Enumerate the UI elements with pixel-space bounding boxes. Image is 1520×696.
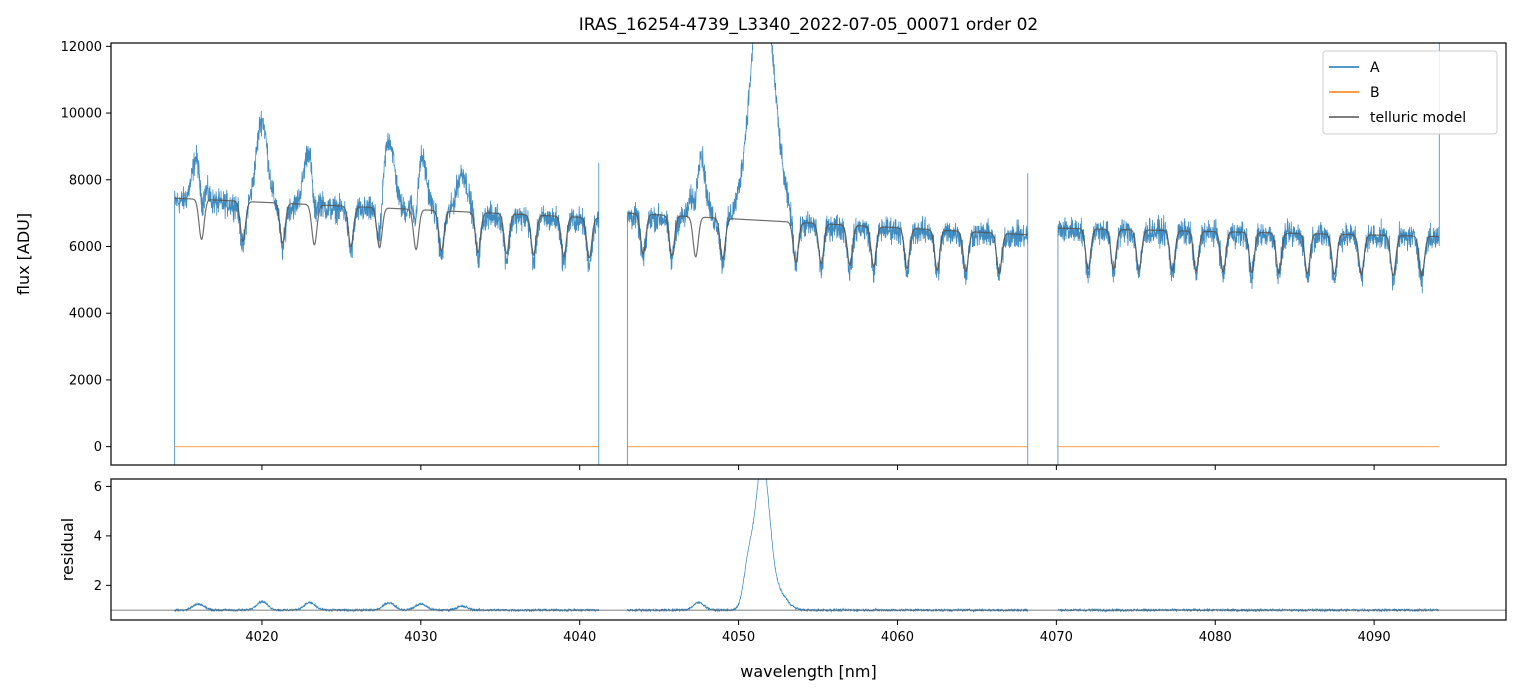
residual-y-ticks: 2 4 6 — [94, 480, 111, 594]
flux-ytick-label: 0 — [94, 440, 102, 455]
flux-ytick-label: 2000 — [69, 373, 102, 388]
flux-y-axis-label: flux [ADU] — [14, 213, 33, 295]
flux-y-ticks: 0 2000 4000 6000 8000 10000 12000 — [61, 40, 111, 455]
legend-box — [1322, 50, 1498, 135]
flux-ytick-label: 12000 — [61, 40, 102, 55]
residual-x-ticks: 4020 4030 4040 4050 4060 4070 4080 4090 — [245, 620, 1391, 645]
series-A-line — [626, 43, 1029, 465]
series-telluric-model-line — [1057, 227, 1440, 277]
residual-xtick-label: 4080 — [1199, 630, 1232, 645]
flux-ytick-label: 6000 — [69, 240, 102, 255]
x-axis-label: wavelength [nm] — [740, 662, 877, 681]
residual-xtick-label: 4050 — [722, 630, 755, 645]
residual-xtick-label: 4020 — [245, 630, 278, 645]
residual-ytick-label: 4 — [94, 529, 102, 544]
residual-xtick-label: 4070 — [1040, 630, 1073, 645]
residual-axes-frame — [110, 478, 1507, 621]
residual-ytick-label: 2 — [94, 579, 102, 594]
residual-ytick-label: 6 — [94, 480, 102, 495]
series-telluric-model-line — [174, 197, 599, 259]
flux-axes-frame — [110, 42, 1507, 466]
series-A-line — [1057, 43, 1440, 465]
flux-ytick-label: 4000 — [69, 307, 102, 322]
series-telluric-model-line — [627, 212, 1028, 275]
residual-xtick-label: 4030 — [404, 630, 437, 645]
legend-label: A — [1370, 60, 1380, 76]
flux-ytick-label: 8000 — [69, 173, 102, 188]
residual-y-axis-label: residual — [58, 518, 77, 581]
residual-xtick-label: 4060 — [881, 630, 914, 645]
legend-label: telluric model — [1370, 110, 1466, 126]
flux-x-ticks — [261, 465, 1375, 470]
flux-plot-area — [174, 43, 1440, 465]
flux-panel: 0 2000 4000 6000 8000 10000 12000 flux [ADU] A… — [14, 40, 1507, 470]
residual-xtick-label: 4040 — [563, 630, 596, 645]
residual-xtick-label: 4090 — [1358, 630, 1391, 645]
legend-label: B — [1370, 85, 1380, 101]
flux-ytick-label: 10000 — [61, 107, 102, 122]
chart-title: IRAS_16254-4739_L3340_2022-07-05_00071 o… — [579, 15, 1038, 35]
residual-panel: 2 4 6 4020 4030 4040 4050 4060 4070 4080 4090 res… — [58, 478, 1507, 681]
residual-plot-area — [111, 479, 1506, 614]
